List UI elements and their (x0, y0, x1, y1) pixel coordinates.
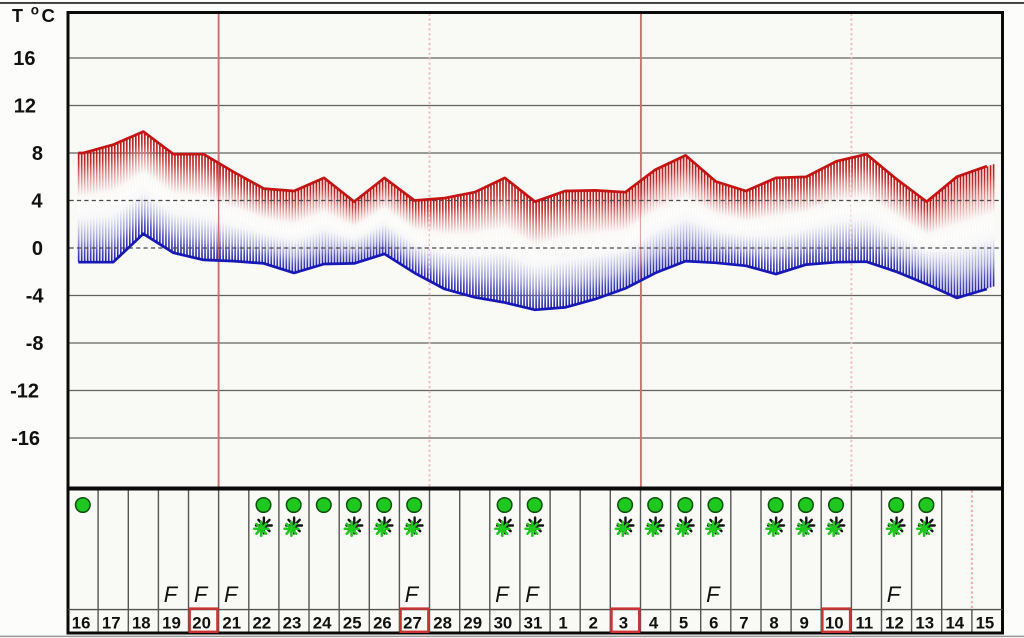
svg-text:7: 7 (739, 614, 748, 633)
svg-text:8: 8 (769, 614, 778, 633)
svg-text:F: F (405, 582, 420, 607)
svg-text:6: 6 (709, 614, 718, 633)
svg-text:1: 1 (558, 614, 567, 633)
svg-text:16: 16 (13, 48, 35, 70)
svg-text:17: 17 (102, 614, 121, 633)
svg-text:23: 23 (283, 614, 302, 633)
svg-text:25: 25 (343, 614, 362, 633)
svg-text:24: 24 (313, 614, 332, 633)
svg-text:15: 15 (976, 614, 995, 633)
svg-text:F: F (495, 582, 510, 607)
svg-text:5: 5 (679, 614, 688, 633)
svg-text:3: 3 (619, 614, 628, 633)
svg-text:-4: -4 (26, 286, 45, 308)
svg-text:o: o (31, 2, 39, 17)
svg-text:8: 8 (32, 143, 43, 165)
svg-text:14: 14 (945, 614, 964, 633)
svg-text:4: 4 (31, 191, 43, 213)
svg-text:C: C (42, 5, 55, 26)
svg-text:21: 21 (222, 614, 241, 633)
svg-text:27: 27 (403, 614, 422, 633)
svg-text:F: F (164, 582, 179, 607)
svg-text:4: 4 (649, 614, 659, 633)
svg-text:0: 0 (32, 238, 43, 260)
svg-text:19: 19 (162, 614, 181, 633)
svg-text:26: 26 (373, 614, 392, 633)
svg-text:T: T (12, 6, 23, 26)
svg-text:9: 9 (800, 614, 809, 633)
svg-text:-16: -16 (11, 428, 40, 450)
svg-text:16: 16 (72, 614, 91, 633)
svg-text:-8: -8 (26, 333, 44, 355)
svg-text:F: F (224, 582, 239, 607)
svg-text:28: 28 (433, 614, 452, 633)
svg-text:11: 11 (856, 614, 874, 633)
svg-text:2: 2 (589, 614, 598, 633)
svg-text:20: 20 (192, 614, 211, 633)
svg-text:F: F (887, 582, 902, 607)
svg-text:F: F (525, 582, 540, 607)
svg-text:12: 12 (14, 96, 36, 118)
svg-text:F: F (194, 582, 209, 607)
svg-text:30: 30 (494, 614, 513, 633)
svg-text:13: 13 (915, 614, 934, 633)
svg-text:10: 10 (825, 614, 844, 633)
svg-text:-12: -12 (10, 381, 39, 403)
svg-text:22: 22 (252, 614, 271, 633)
svg-text:31: 31 (524, 614, 543, 633)
svg-text:F: F (706, 582, 721, 607)
svg-text:12: 12 (885, 614, 904, 633)
svg-text:18: 18 (132, 614, 151, 633)
svg-text:29: 29 (463, 614, 482, 633)
